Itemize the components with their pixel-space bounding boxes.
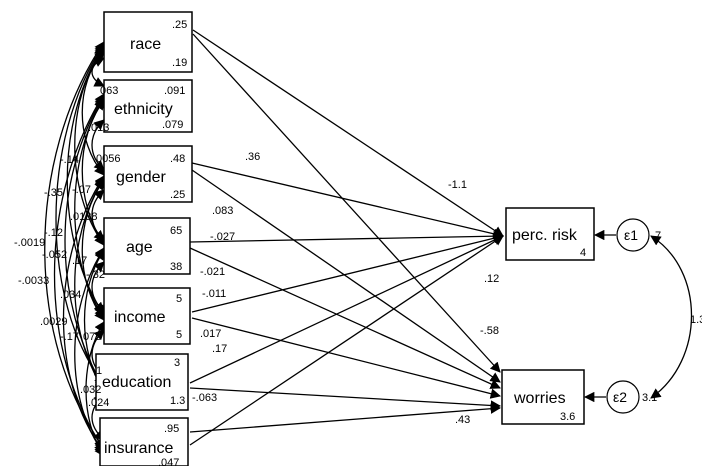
cov-label: .17 (72, 255, 87, 267)
path-label: .12 (484, 273, 499, 285)
node-race: race .25 .19 (103, 11, 193, 73)
node-mean: 5 (176, 293, 182, 305)
cov-label: -.0033 (18, 275, 49, 287)
path-label: -.021 (200, 266, 225, 278)
cov-label: 1 (96, 365, 102, 377)
path-label: -1.1 (448, 179, 467, 191)
node-label: income (114, 309, 166, 326)
node-mean: .95 (164, 423, 179, 435)
node-education: education 3 1.3 (95, 353, 189, 411)
node-var: 38 (170, 261, 182, 273)
node-perc-risk: perc. risk 4 (505, 207, 595, 261)
path-label: .36 (245, 151, 260, 163)
node-label: ethnicity (114, 101, 173, 118)
node-insurance: insurance .95 .047 (99, 417, 189, 466)
node-label: worries (513, 390, 566, 407)
cov-label: -.12 (44, 227, 63, 239)
error-covariance: 1.3 (690, 314, 702, 326)
node-label: perc. risk (512, 227, 578, 244)
error-e1: ε1 7 (616, 218, 661, 252)
path-label: -.011 (202, 288, 226, 300)
path-label: -.027 (210, 231, 235, 243)
cov-label: .013 (88, 122, 109, 134)
cov-label: -.07 (72, 184, 91, 196)
directed-paths (189, 29, 505, 446)
node-var: 5 (176, 329, 182, 341)
cov-label: -.0019 (14, 237, 45, 249)
path-label: .017 (200, 328, 221, 340)
node-var: .19 (172, 57, 187, 69)
cov-label: -.14 (60, 154, 79, 166)
node-intercept: 3.6 (560, 411, 575, 423)
path-labels: .36 -1.1 .083 -.027 -.021 -.011 .017 .17… (192, 151, 499, 426)
cov-label: 063 (100, 85, 118, 97)
node-var: .25 (170, 189, 185, 201)
node-age: age 65 38 (103, 217, 191, 275)
error-label: ε1 (624, 227, 638, 243)
node-mean: .25 (172, 19, 187, 31)
error-e2: ε2 3.1 (606, 380, 657, 414)
path-label: .17 (212, 343, 227, 355)
node-gender: gender .48 .25 (103, 145, 193, 203)
node-label: gender (116, 169, 166, 186)
error-variance: 7 (655, 230, 661, 242)
error-variance: 3.1 (642, 392, 657, 404)
node-label: age (126, 239, 153, 256)
node-var: .047 (158, 457, 179, 466)
node-mean: .48 (170, 153, 185, 165)
error-paths (583, 229, 692, 403)
cov-label: .0029 (40, 316, 68, 328)
cov-label: -.32 (86, 269, 105, 281)
cov-label: .073 (80, 331, 101, 343)
node-ethnicity: ethnicity .091 .079 (103, 79, 193, 133)
node-var: 1.3 (170, 395, 185, 407)
path-label: -.58 (480, 325, 499, 337)
node-label: race (130, 36, 161, 53)
cov-label: -.052 (42, 249, 67, 261)
node-intercept: 4 (580, 247, 586, 259)
covariance-labels: 063 .013 .0056 -.14 -.07 -.35 .0138 -.12… (14, 85, 121, 409)
path-label: .083 (212, 205, 233, 217)
cov-label: .0056 (93, 153, 121, 165)
cov-label: .024 (88, 397, 109, 409)
cov-label: -.17 (60, 331, 79, 343)
cov-label: .0138 (70, 211, 98, 223)
cov-label: .032 (80, 384, 101, 396)
path-label: -.063 (192, 392, 217, 404)
node-mean: 65 (170, 225, 182, 237)
path-label: .43 (455, 414, 470, 426)
node-var: .079 (162, 119, 183, 131)
node-label: insurance (104, 440, 173, 457)
node-mean: .091 (164, 85, 185, 97)
error-label: ε2 (613, 389, 627, 405)
node-income: income 5 5 (103, 287, 191, 345)
node-mean: 3 (174, 357, 180, 369)
cov-label: -.35 (44, 187, 63, 199)
node-worries: worries 3.6 (501, 369, 585, 425)
cov-label: .034 (60, 289, 81, 301)
node-label: education (102, 374, 171, 391)
